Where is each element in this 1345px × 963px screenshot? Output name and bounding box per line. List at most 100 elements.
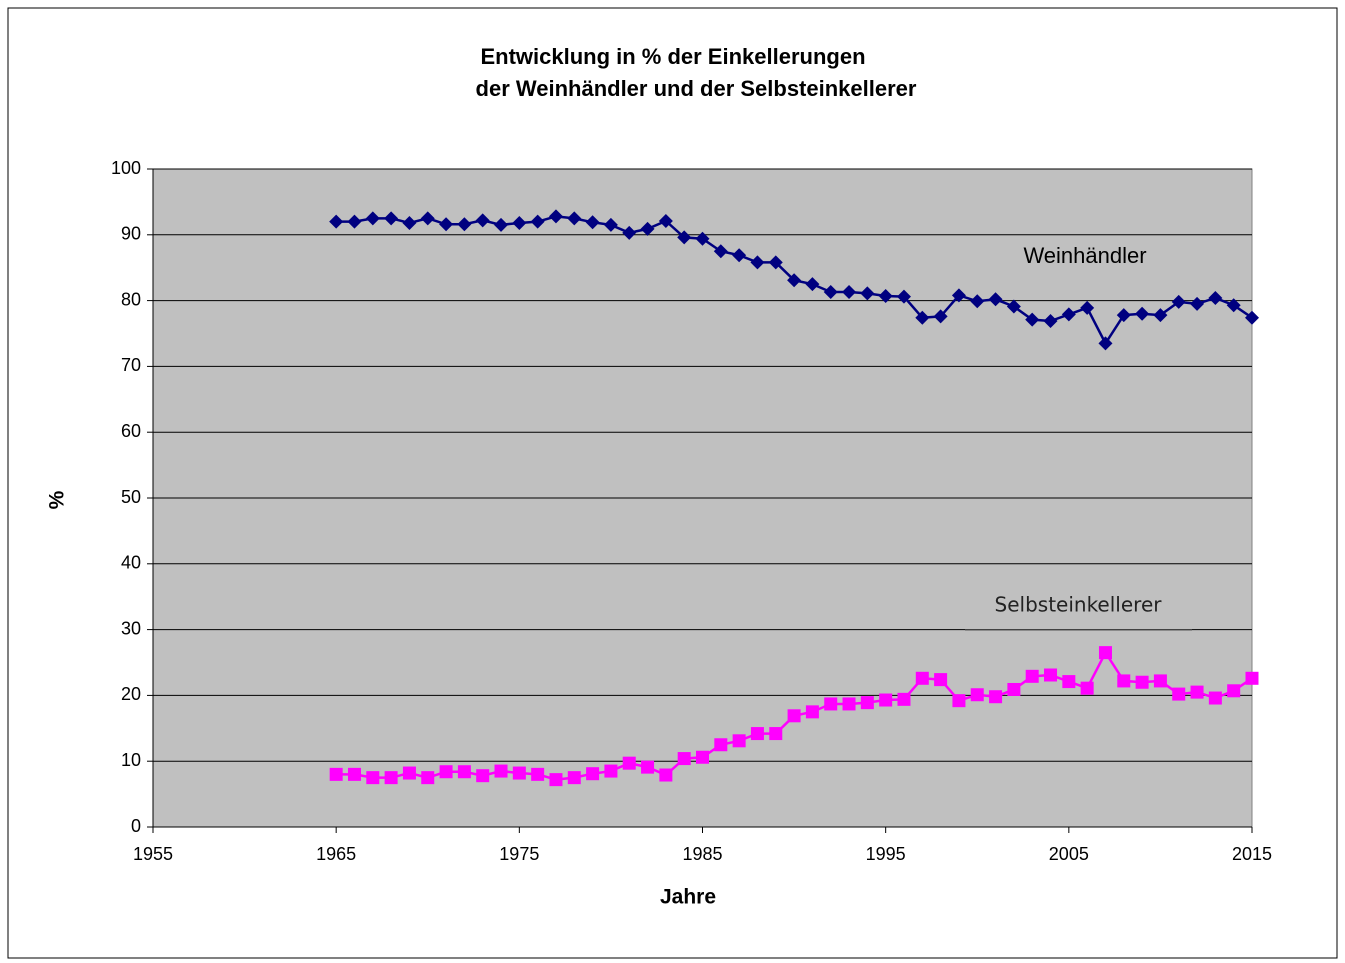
marker (366, 771, 380, 785)
marker (989, 690, 1003, 704)
marker (1135, 306, 1150, 321)
marker (402, 766, 416, 780)
x-tick-label: 1995 (866, 844, 906, 864)
marker (1116, 308, 1131, 323)
marker (896, 289, 911, 304)
y-axis-title: % (46, 490, 69, 509)
marker (824, 697, 838, 711)
y-tick-label: 100 (111, 158, 141, 178)
series-annotation: Weinhändler (1023, 243, 1146, 268)
marker (567, 771, 581, 785)
marker (439, 217, 454, 232)
marker (1226, 298, 1241, 313)
marker (604, 764, 618, 778)
marker (1006, 299, 1021, 314)
marker (1227, 684, 1241, 698)
series-annotation: Selbsteinkellerer (995, 593, 1163, 617)
marker (457, 765, 471, 779)
marker (933, 309, 948, 324)
x-axis-title: Jahre (660, 886, 716, 909)
marker (347, 767, 361, 781)
marker (494, 764, 508, 778)
marker (530, 214, 545, 229)
marker (1135, 675, 1149, 689)
marker (421, 771, 435, 785)
y-tick-label: 90 (121, 224, 141, 244)
marker (603, 217, 618, 232)
marker (860, 286, 875, 301)
marker (1190, 296, 1205, 311)
marker (1208, 691, 1222, 705)
marker (512, 766, 526, 780)
marker (970, 688, 984, 702)
marker (750, 255, 765, 270)
marker (897, 692, 911, 706)
marker (787, 709, 801, 723)
marker (1080, 300, 1095, 315)
marker (622, 225, 637, 240)
marker (640, 221, 655, 236)
marker (988, 292, 1003, 307)
marker (586, 767, 600, 781)
marker (970, 294, 985, 309)
marker (494, 217, 509, 232)
y-tick-label: 80 (121, 289, 141, 309)
marker (951, 288, 966, 303)
marker (1190, 685, 1204, 699)
marker (1098, 336, 1113, 351)
marker (915, 671, 929, 685)
marker (531, 767, 545, 781)
y-tick-label: 30 (121, 618, 141, 638)
marker (659, 768, 673, 782)
marker (1098, 646, 1112, 660)
marker (548, 209, 563, 224)
marker (658, 213, 673, 228)
marker (1061, 307, 1076, 322)
marker (1245, 310, 1259, 325)
marker (769, 727, 783, 741)
marker (860, 696, 874, 710)
marker (1153, 308, 1168, 323)
y-tick-label: 10 (121, 750, 141, 770)
marker (1080, 681, 1094, 695)
marker (622, 756, 636, 770)
marker (549, 773, 563, 787)
marker (842, 285, 857, 300)
marker (1171, 294, 1186, 309)
marker (787, 273, 802, 288)
marker (475, 213, 490, 228)
marker (732, 248, 747, 263)
marker (457, 217, 472, 232)
marker (641, 760, 655, 774)
marker (1062, 675, 1076, 689)
marker (695, 231, 710, 246)
marker (329, 767, 343, 781)
y-tick-label: 50 (121, 487, 141, 507)
marker (420, 211, 435, 226)
marker (805, 277, 820, 292)
marker (1007, 682, 1021, 696)
marker (823, 285, 838, 300)
marker (384, 211, 399, 226)
marker (879, 693, 893, 707)
marker (512, 215, 527, 230)
x-tick-label: 2015 (1232, 844, 1272, 864)
marker (585, 215, 600, 230)
marker (1025, 669, 1039, 683)
x-tick-label: 1975 (499, 844, 539, 864)
marker (842, 697, 856, 711)
marker (878, 288, 893, 303)
chart-title: Entwicklung in % der Einkellerungen (480, 44, 865, 69)
marker (952, 694, 966, 708)
chart-title: der Weinhändler und der Selbsteinkellere… (476, 76, 917, 101)
y-tick-label: 60 (121, 421, 141, 441)
marker (439, 765, 453, 779)
marker (1117, 674, 1131, 688)
marker (934, 673, 948, 687)
marker (732, 734, 746, 748)
marker (567, 211, 582, 226)
marker (677, 230, 692, 245)
marker (329, 214, 344, 229)
marker (713, 244, 728, 259)
